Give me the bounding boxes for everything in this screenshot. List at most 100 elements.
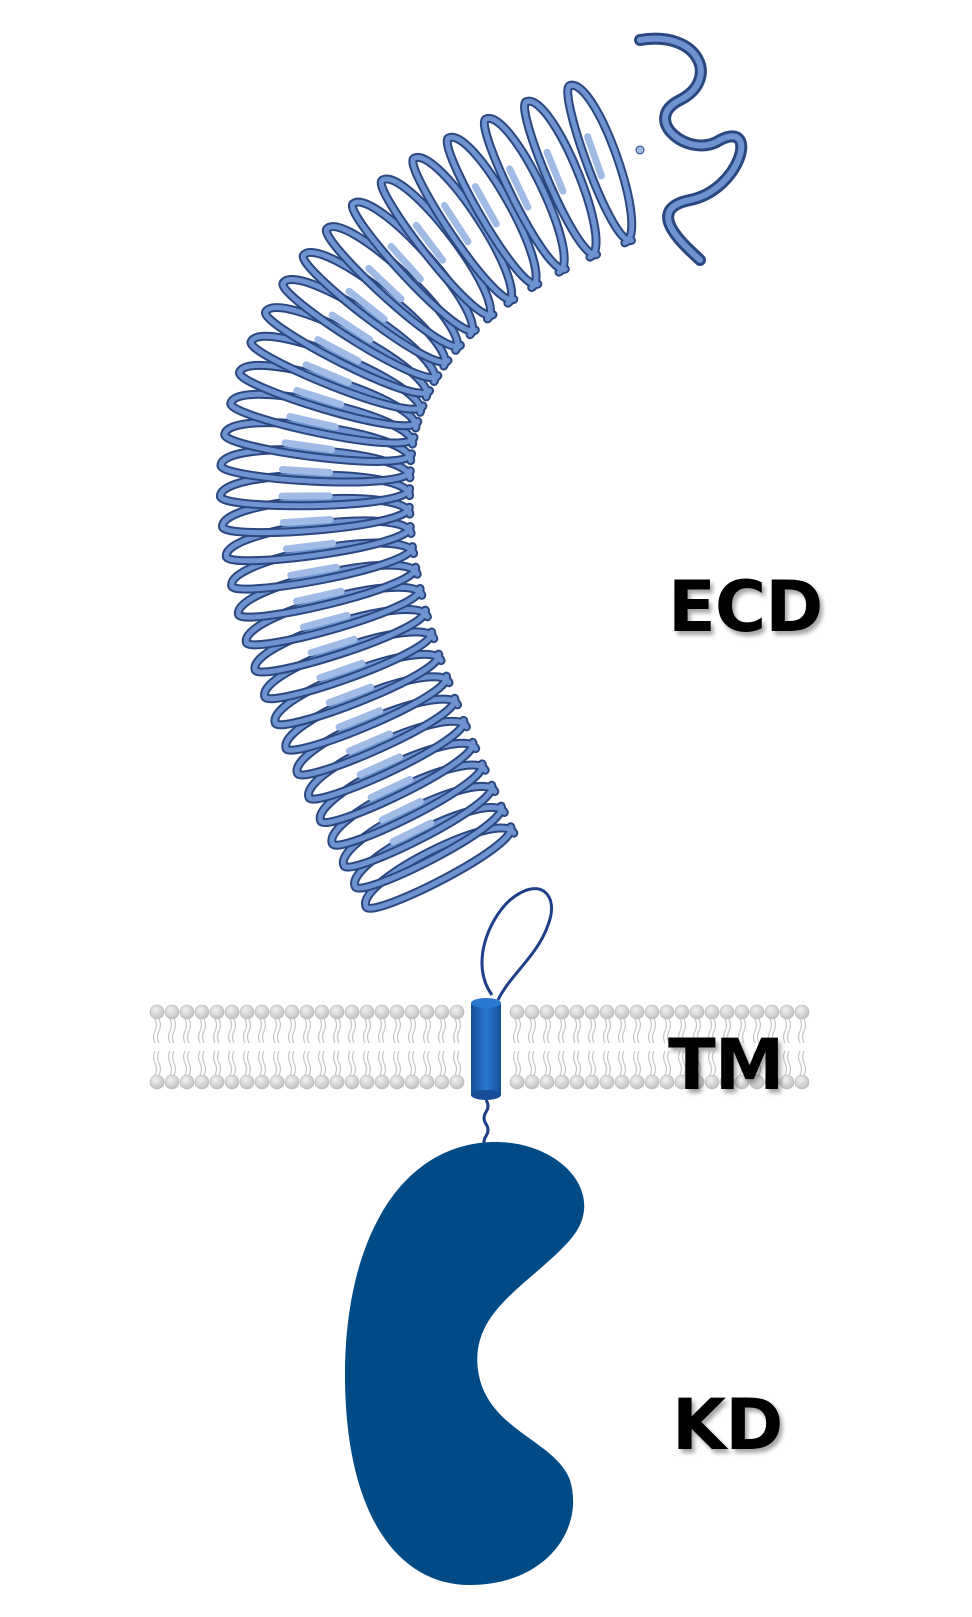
lipid-tail — [587, 1018, 593, 1044]
lipid-head — [749, 1074, 765, 1090]
lipid-tail — [201, 1018, 207, 1044]
lipid-head — [674, 1074, 690, 1090]
lipid-tail — [366, 1050, 372, 1076]
lipid-head — [374, 1074, 390, 1090]
lipid-head — [194, 1074, 210, 1090]
lipid-tail — [261, 1018, 267, 1044]
beta-strand — [279, 516, 334, 527]
lipid-tail — [651, 1018, 657, 1044]
lipid-tail — [272, 1050, 278, 1076]
lipid-tail — [186, 1018, 192, 1044]
lipid-tail — [201, 1050, 207, 1076]
beta-strand — [345, 287, 388, 323]
lipid-tail — [336, 1050, 342, 1076]
lipid-tail — [306, 1050, 312, 1076]
ecd-protein-ribbon — [215, 32, 748, 913]
lipid-tail — [212, 1050, 218, 1076]
lipid-head — [314, 1004, 330, 1020]
lipid-bilayer-membrane — [149, 1004, 810, 1090]
beta-strand — [282, 539, 337, 553]
ribbon-coil-highlight — [565, 83, 635, 246]
beta-strand — [293, 387, 345, 408]
lipid-tail — [242, 1050, 248, 1076]
lipid-head — [794, 1004, 810, 1020]
beta-strand — [389, 819, 435, 846]
lipid-tail — [347, 1050, 353, 1076]
lipid-tail — [546, 1018, 552, 1044]
lipid-tail — [306, 1018, 312, 1044]
ribbon-coil-highlight — [410, 154, 517, 306]
lipid-tail — [362, 1018, 368, 1044]
lipid-head — [554, 1004, 570, 1020]
lipid-tail — [647, 1050, 653, 1076]
lipid-tail — [726, 1018, 732, 1044]
lipid-tail — [186, 1050, 192, 1076]
lipid-tail — [347, 1018, 353, 1044]
lipid-tail — [527, 1018, 533, 1044]
lipid-tail — [632, 1050, 638, 1076]
lipid-tail — [722, 1050, 728, 1076]
beta-strand — [281, 439, 336, 453]
lipid-tail — [197, 1018, 203, 1044]
ribbon-coil-highlight — [522, 99, 599, 260]
lipid-head — [719, 1074, 735, 1090]
lipid-head — [434, 1004, 450, 1020]
beta-strand — [412, 221, 447, 264]
lipid-head — [149, 1004, 165, 1020]
lipid-head — [299, 1004, 315, 1020]
lipid-tail — [767, 1018, 773, 1044]
lipid-tail — [587, 1050, 593, 1076]
lipid-tail — [351, 1018, 357, 1044]
lipid-tail — [246, 1050, 252, 1076]
lipid-head — [764, 1004, 780, 1020]
lipid-tail — [257, 1050, 263, 1076]
lipid-tail — [752, 1018, 758, 1044]
lipid-head — [449, 1074, 465, 1090]
lipid-head — [419, 1074, 435, 1090]
lipid-head — [269, 1074, 285, 1090]
lipid-tail — [171, 1018, 177, 1044]
lipid-tail — [381, 1050, 387, 1076]
lipid-tail — [707, 1050, 713, 1076]
lipid-tail — [362, 1050, 368, 1076]
beta-strand — [307, 635, 358, 657]
lipid-head — [599, 1004, 615, 1020]
beta-strand — [346, 730, 393, 755]
lipid-tail — [407, 1018, 413, 1044]
lipid-tail — [572, 1050, 578, 1076]
lipid-tail — [606, 1018, 612, 1044]
lipid-tail — [546, 1050, 552, 1076]
lipid-tail — [321, 1018, 327, 1044]
lipid-head — [734, 1004, 750, 1020]
lipid-head — [164, 1074, 180, 1090]
ecd-tm-linker-loop — [480, 887, 554, 1001]
lipid-head — [539, 1004, 555, 1020]
lipid-head — [779, 1074, 795, 1090]
lipid-head — [794, 1074, 810, 1090]
lipid-tail — [456, 1050, 462, 1076]
beta-strand — [543, 148, 567, 195]
lipid-tail — [651, 1050, 657, 1076]
ribbon-coil-highlight — [481, 116, 568, 275]
lipid-tail — [576, 1050, 582, 1076]
lipid-head — [284, 1004, 300, 1020]
lipid-tail — [801, 1018, 807, 1044]
lipid-tail — [602, 1018, 608, 1044]
cap-helix — [634, 32, 748, 266]
lipid-head — [614, 1004, 630, 1020]
beta-strand — [335, 707, 384, 731]
ribbon-coil-highlight — [444, 134, 541, 290]
lipid-tail — [542, 1018, 548, 1044]
lipid-tail — [531, 1050, 537, 1076]
lipid-tail — [287, 1050, 293, 1076]
lipid-head — [764, 1074, 780, 1090]
lipid-tail — [276, 1050, 282, 1076]
lipid-tail — [662, 1018, 668, 1044]
lipid-head — [194, 1004, 210, 1020]
lipid-tail — [452, 1018, 458, 1044]
lipid-tail — [512, 1018, 518, 1044]
beta-strand — [356, 753, 404, 779]
lipid-tail — [422, 1050, 428, 1076]
lipid-tail — [317, 1050, 323, 1076]
